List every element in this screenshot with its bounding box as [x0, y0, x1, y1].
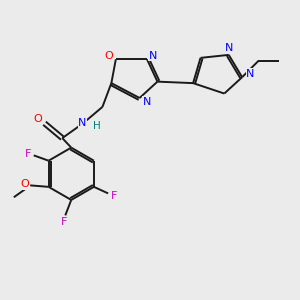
- Text: O: O: [104, 51, 113, 62]
- Text: N: N: [143, 97, 151, 106]
- Text: O: O: [34, 114, 42, 124]
- Text: N: N: [246, 69, 255, 79]
- Text: N: N: [78, 118, 87, 128]
- Text: N: N: [225, 44, 233, 53]
- Text: H: H: [93, 121, 101, 130]
- Text: O: O: [20, 179, 29, 190]
- Text: N: N: [149, 51, 157, 61]
- Text: F: F: [25, 149, 32, 159]
- Text: F: F: [61, 217, 67, 227]
- Text: F: F: [111, 191, 117, 201]
